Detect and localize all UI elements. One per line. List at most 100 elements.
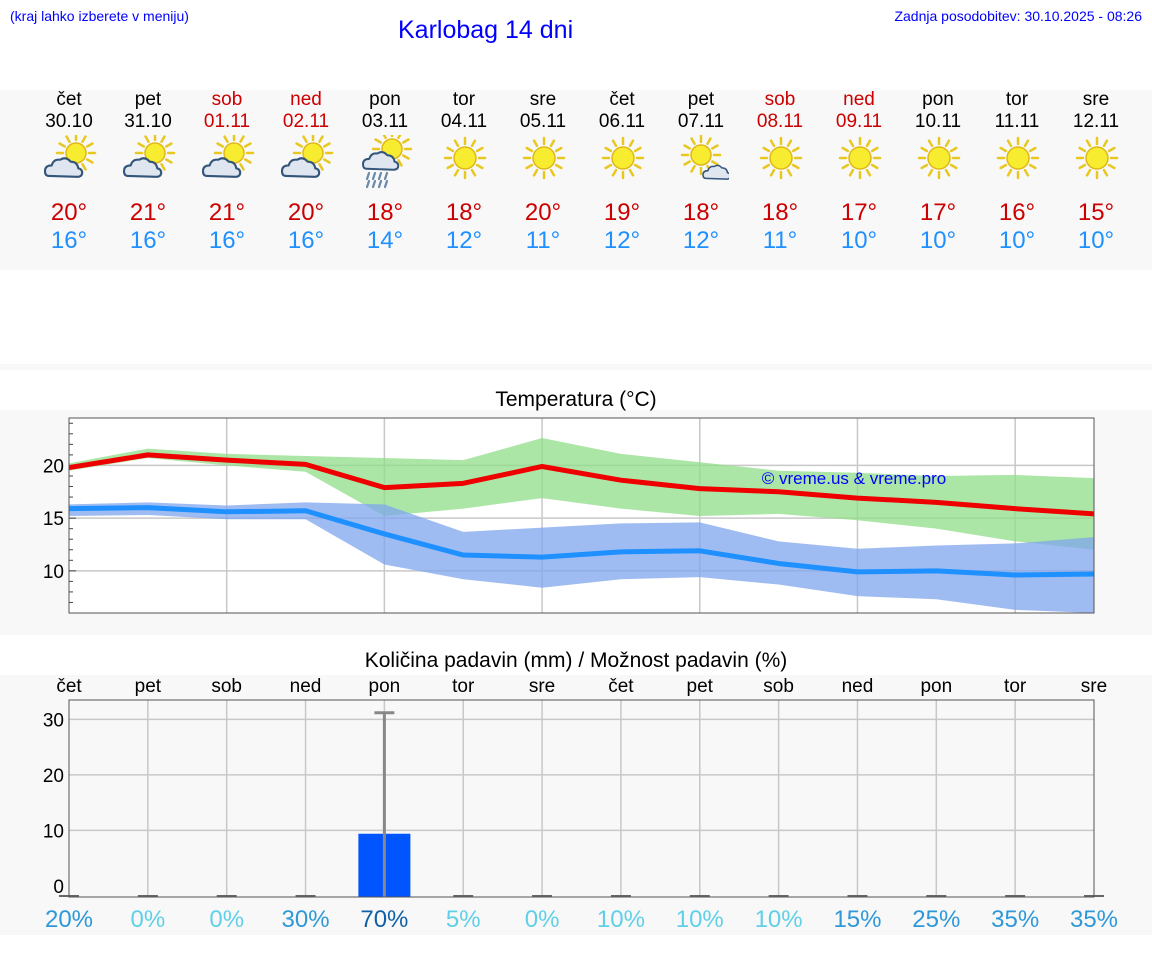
temperature-plot-frame: [68, 417, 1095, 614]
x-day-label: ned: [290, 676, 322, 697]
x-day-label: čet: [608, 676, 634, 697]
y-tick-label: 20: [43, 766, 64, 787]
precipitation-probability-label: 10%: [755, 906, 803, 933]
y-tick-label: 10: [43, 562, 64, 583]
precipitation-probability-label: 35%: [1070, 906, 1118, 933]
day-date: 04.11: [440, 111, 488, 132]
precipitation-probability-label: 0%: [131, 906, 166, 933]
day-name: pon: [369, 89, 401, 110]
day-date: 01.11: [203, 111, 251, 132]
min-temperature: 12°: [445, 227, 483, 254]
day-date: 06.11: [598, 111, 646, 132]
max-temperature: 21°: [129, 199, 167, 226]
min-temperature: 16°: [129, 227, 167, 254]
x-day-label: tor: [1004, 676, 1027, 697]
precipitation-plot-frame: [68, 699, 1095, 898]
day-date: 08.11: [756, 111, 804, 132]
sun-small-cloud-icon: [680, 135, 729, 180]
min-temperature: 12°: [603, 227, 641, 254]
sun-cloud-icon: [122, 135, 176, 178]
day-date: 30.10: [45, 111, 93, 132]
sun-icon: [1075, 136, 1119, 180]
day-name: čet: [56, 89, 82, 110]
precipitation-plot-area: [69, 700, 1094, 897]
temperature-chart: 10 15 20 © vreme.us & vreme.pro: [43, 417, 1095, 614]
precipitation-probability-label: 20%: [45, 906, 93, 933]
day-name: tor: [452, 89, 476, 110]
sun-icon: [601, 136, 645, 180]
max-temperature: 21°: [208, 199, 246, 226]
precipitation-probability-label: 10%: [676, 906, 724, 933]
precipitation-probability-label: 5%: [446, 906, 481, 933]
day-name: ned: [843, 89, 875, 110]
y-tick-label: 0: [53, 877, 64, 898]
max-temperature: 17°: [919, 199, 957, 226]
watermark: © vreme.us & vreme.pro: [762, 469, 946, 488]
min-temperature: 12°: [682, 227, 720, 254]
max-temperature: 20°: [287, 199, 325, 226]
min-temperature: 16°: [287, 227, 325, 254]
min-temperature: 10°: [998, 227, 1036, 254]
page-title: Karlobag 14 dni: [398, 16, 574, 44]
divider: [0, 364, 1152, 370]
day-name: sob: [211, 89, 243, 110]
min-temperature: 11°: [762, 227, 798, 254]
precipitation-probability-label: 0%: [525, 906, 560, 933]
temperature-chart-title: Temperatura (°C): [495, 388, 657, 411]
max-temperature: 18°: [445, 199, 483, 226]
daily-forecast-strip: [0, 90, 1152, 270]
day-name: pon: [922, 89, 954, 110]
sun-cloud-icon: [43, 135, 97, 178]
sun-rain-icon: [362, 135, 413, 189]
day-date: 11.11: [994, 111, 1040, 132]
x-day-label: pet: [687, 676, 714, 697]
precipitation-probability-label: 35%: [991, 906, 1039, 933]
day-date: 12.11: [1072, 111, 1120, 132]
max-temperature: 18°: [366, 199, 404, 226]
sun-icon: [838, 136, 882, 180]
max-temperature: 18°: [761, 199, 799, 226]
max-temperature: 20°: [50, 199, 88, 226]
sun-icon: [443, 136, 487, 180]
min-temperature: 10°: [919, 227, 957, 254]
precipitation-probability-label: 15%: [833, 906, 881, 933]
precipitation-chart: čet pet sob ned pon tor sre čet pet sob ned pon tor s…: [43, 676, 1118, 933]
max-temperature: 15°: [1077, 199, 1115, 226]
location-hint-link[interactable]: (kraj lahko izberete v meniju): [10, 8, 189, 24]
temperature-range-band-min: [69, 502, 1094, 613]
min-temperature: 10°: [840, 227, 878, 254]
x-day-label: tor: [452, 676, 475, 697]
x-day-label: sre: [529, 676, 555, 697]
last-updated: Zadnja posodobitev: 30.10.2025 - 08:26: [894, 8, 1142, 24]
day-date: 02.11: [282, 111, 330, 132]
min-temperature: 11°: [525, 227, 561, 254]
day-name: pet: [687, 89, 715, 110]
x-day-label: sob: [763, 676, 794, 697]
day-date: 05.11: [519, 111, 567, 132]
day-name: tor: [1005, 89, 1029, 110]
precipitation-probability-label: 0%: [209, 906, 244, 933]
max-temperature: 20°: [524, 199, 562, 226]
temperature-line-min: [68, 505, 1095, 578]
day-date: 09.11: [835, 111, 883, 132]
max-temperature: 16°: [998, 199, 1036, 226]
day-date: 03.11: [361, 111, 409, 132]
max-temperature: 18°: [682, 199, 720, 226]
y-tick-label: 20: [43, 456, 64, 477]
x-day-label: čet: [56, 676, 82, 697]
precipitation-probability-label: 25%: [912, 906, 960, 933]
precipitation-probability-label: 10%: [597, 906, 645, 933]
x-day-label: ned: [842, 676, 874, 697]
x-day-label: sre: [1081, 676, 1107, 697]
y-tick-label: 30: [43, 710, 64, 731]
sun-cloud-icon: [280, 135, 334, 178]
min-temperature: 16°: [208, 227, 246, 254]
sun-icon: [996, 136, 1040, 180]
day-name: sob: [764, 89, 796, 110]
day-date: 07.11: [677, 111, 725, 132]
min-temperature: 14°: [366, 227, 404, 254]
x-day-label: pet: [135, 676, 162, 697]
sun-cloud-icon: [201, 135, 255, 178]
x-day-label: pon: [369, 676, 401, 697]
sun-icon: [759, 136, 803, 180]
